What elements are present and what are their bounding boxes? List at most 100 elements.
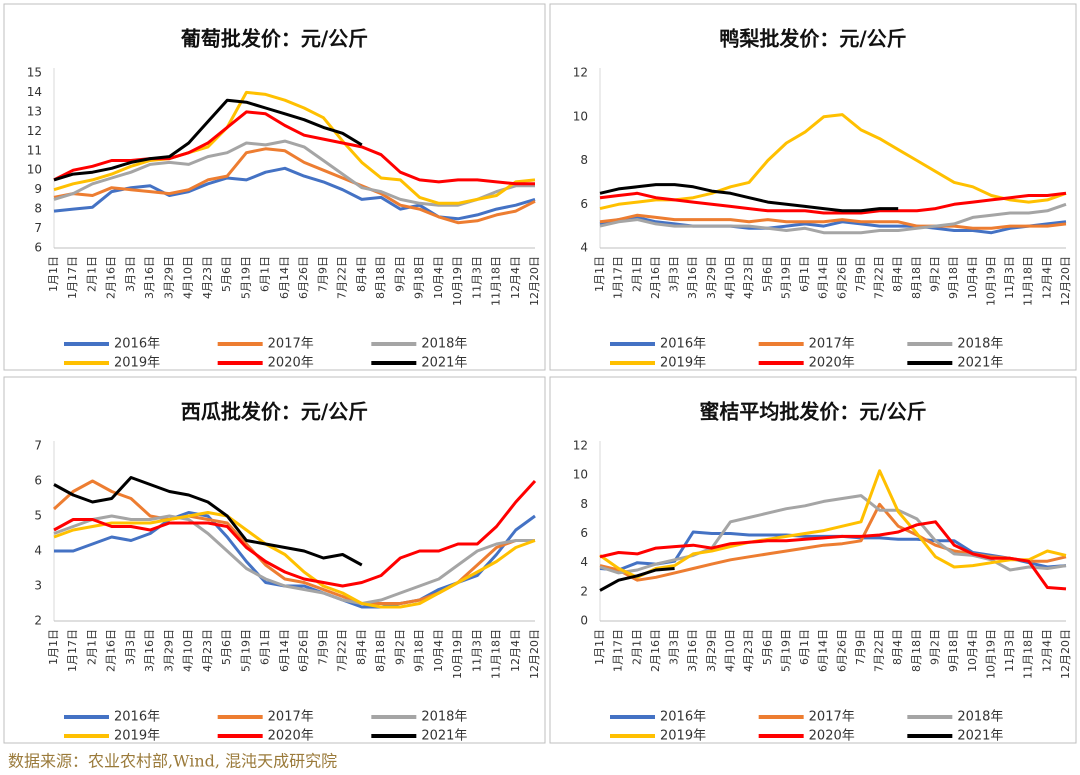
series-line (53, 98, 363, 182)
legend-label: 2017年 (809, 710, 855, 725)
y-tick-label: 6 (34, 241, 42, 255)
x-tick-label: 12月4日 (1040, 256, 1053, 299)
y-tick-label: 4 (34, 544, 42, 558)
x-tick-label: 11月18日 (1022, 629, 1035, 679)
legend-label: 2020年 (809, 356, 855, 371)
y-tick-label: 8 (580, 497, 588, 511)
panel-border (549, 376, 1077, 744)
x-tick-label: 9月18日 (947, 629, 960, 672)
x-tick-label: 6月1日 (798, 256, 811, 292)
legend-label: 2018年 (957, 710, 1003, 725)
x-tick-label: 2月1日 (85, 256, 98, 292)
x-tick-label: 8月4日 (355, 256, 368, 292)
legend-label: 2016年 (114, 337, 160, 352)
x-tick-label: 12月20日 (528, 629, 541, 679)
legend-label: 2017年 (268, 710, 314, 725)
x-tick-label: 1月1日 (47, 256, 60, 292)
x-tick-label: 12月20日 (1059, 256, 1072, 306)
y-tick-label: 12 (573, 66, 588, 80)
x-tick-label: 2月1日 (630, 629, 643, 665)
legend-label: 2021年 (957, 729, 1003, 744)
x-tick-label: 3月3日 (668, 629, 681, 665)
x-tick-label: 10月4日 (966, 256, 979, 299)
x-tick-label: 9月2日 (929, 629, 942, 665)
panel-border (549, 3, 1077, 371)
chart-title: 葡萄批发价：元/公斤 (180, 27, 368, 51)
series-line (53, 479, 537, 588)
x-tick-label: 11月3日 (1003, 629, 1016, 672)
x-tick-label: 3月16日 (143, 629, 156, 672)
x-tick-label: 4月10日 (723, 256, 736, 299)
x-tick-label: 7月9日 (854, 629, 867, 665)
x-tick-label: 3月16日 (143, 256, 156, 299)
x-tick-label: 9月2日 (393, 629, 406, 665)
x-tick-label: 10月4日 (432, 629, 445, 672)
x-tick-label: 5月6日 (220, 256, 233, 292)
x-tick-label: 12月20日 (1059, 629, 1072, 679)
x-tick-label: 6月1日 (798, 629, 811, 665)
panel-border (3, 3, 546, 371)
x-tick-label: 5月6日 (761, 256, 774, 292)
x-tick-label: 3月16日 (686, 629, 699, 672)
y-tick-label: 2 (580, 584, 588, 598)
legend-label: 2021年 (957, 356, 1003, 371)
x-tick-label: 5月19日 (239, 629, 252, 672)
legend-label: 2018年 (421, 710, 467, 725)
y-tick-label: 10 (573, 109, 588, 123)
x-tick-label: 7月22日 (336, 256, 349, 299)
x-tick-label: 7月22日 (873, 629, 886, 672)
chart-title: 鸭梨批发价：元/公斤 (719, 27, 906, 51)
x-tick-label: 7月9日 (316, 256, 329, 292)
x-tick-label: 1月17日 (612, 256, 625, 299)
x-tick-label: 2月16日 (105, 629, 118, 672)
panel-border (3, 376, 546, 744)
legend-label: 2017年 (268, 337, 314, 352)
x-tick-label: 4月10日 (182, 256, 195, 299)
x-tick-label: 4月10日 (182, 629, 195, 672)
legend-label: 2016年 (660, 710, 706, 725)
x-tick-label: 11月3日 (1003, 256, 1016, 299)
x-tick-label: 5月19日 (779, 256, 792, 299)
legend-label: 2018年 (421, 337, 467, 352)
x-tick-label: 3月29日 (705, 629, 718, 672)
legend-label: 2021年 (421, 356, 467, 371)
x-tick-label: 9月18日 (413, 629, 426, 672)
y-tick-label: 9 (34, 182, 42, 196)
x-tick-label: 6月14日 (817, 256, 830, 299)
x-tick-label: 10月19日 (451, 256, 464, 306)
y-tick-label: 7 (34, 221, 42, 235)
chart-title: 西瓜批发价：元/公斤 (181, 400, 368, 424)
x-tick-label: 1月17日 (66, 256, 79, 299)
series-line (53, 147, 536, 225)
x-tick-label: 11月3日 (470, 629, 483, 672)
series-line (599, 202, 1067, 235)
x-tick-label: 8月4日 (891, 256, 904, 292)
y-tick-label: 12 (27, 124, 42, 138)
legend-label: 2019年 (660, 729, 706, 744)
legend-label: 2016年 (114, 710, 160, 725)
x-tick-label: 5月6日 (761, 629, 774, 665)
legend-label: 2021年 (421, 729, 467, 744)
x-tick-label: 10月19日 (984, 629, 997, 679)
y-tick-label: 4 (580, 555, 588, 569)
x-tick-label: 12月4日 (1040, 629, 1053, 672)
legend-label: 2017年 (809, 337, 855, 352)
legend-label: 2019年 (114, 356, 160, 371)
x-tick-label: 11月18日 (490, 256, 503, 306)
x-tick-label: 1月1日 (593, 629, 606, 665)
series-line (599, 213, 1067, 230)
x-tick-label: 3月16日 (686, 256, 699, 299)
x-tick-label: 4月23日 (742, 629, 755, 672)
x-tick-label: 4月23日 (201, 629, 214, 672)
series-line (53, 90, 536, 205)
x-tick-label: 4月23日 (742, 256, 755, 299)
x-tick-label: 12月4日 (509, 629, 522, 672)
legend-label: 2019年 (114, 729, 160, 744)
series-line (599, 183, 899, 213)
x-tick-label: 7月9日 (316, 629, 329, 665)
x-tick-label: 8月4日 (355, 629, 368, 665)
x-tick-label: 8月4日 (891, 629, 904, 665)
y-tick-label: 5 (34, 509, 42, 523)
y-tick-label: 10 (573, 468, 588, 482)
x-tick-label: 6月26日 (297, 256, 310, 299)
